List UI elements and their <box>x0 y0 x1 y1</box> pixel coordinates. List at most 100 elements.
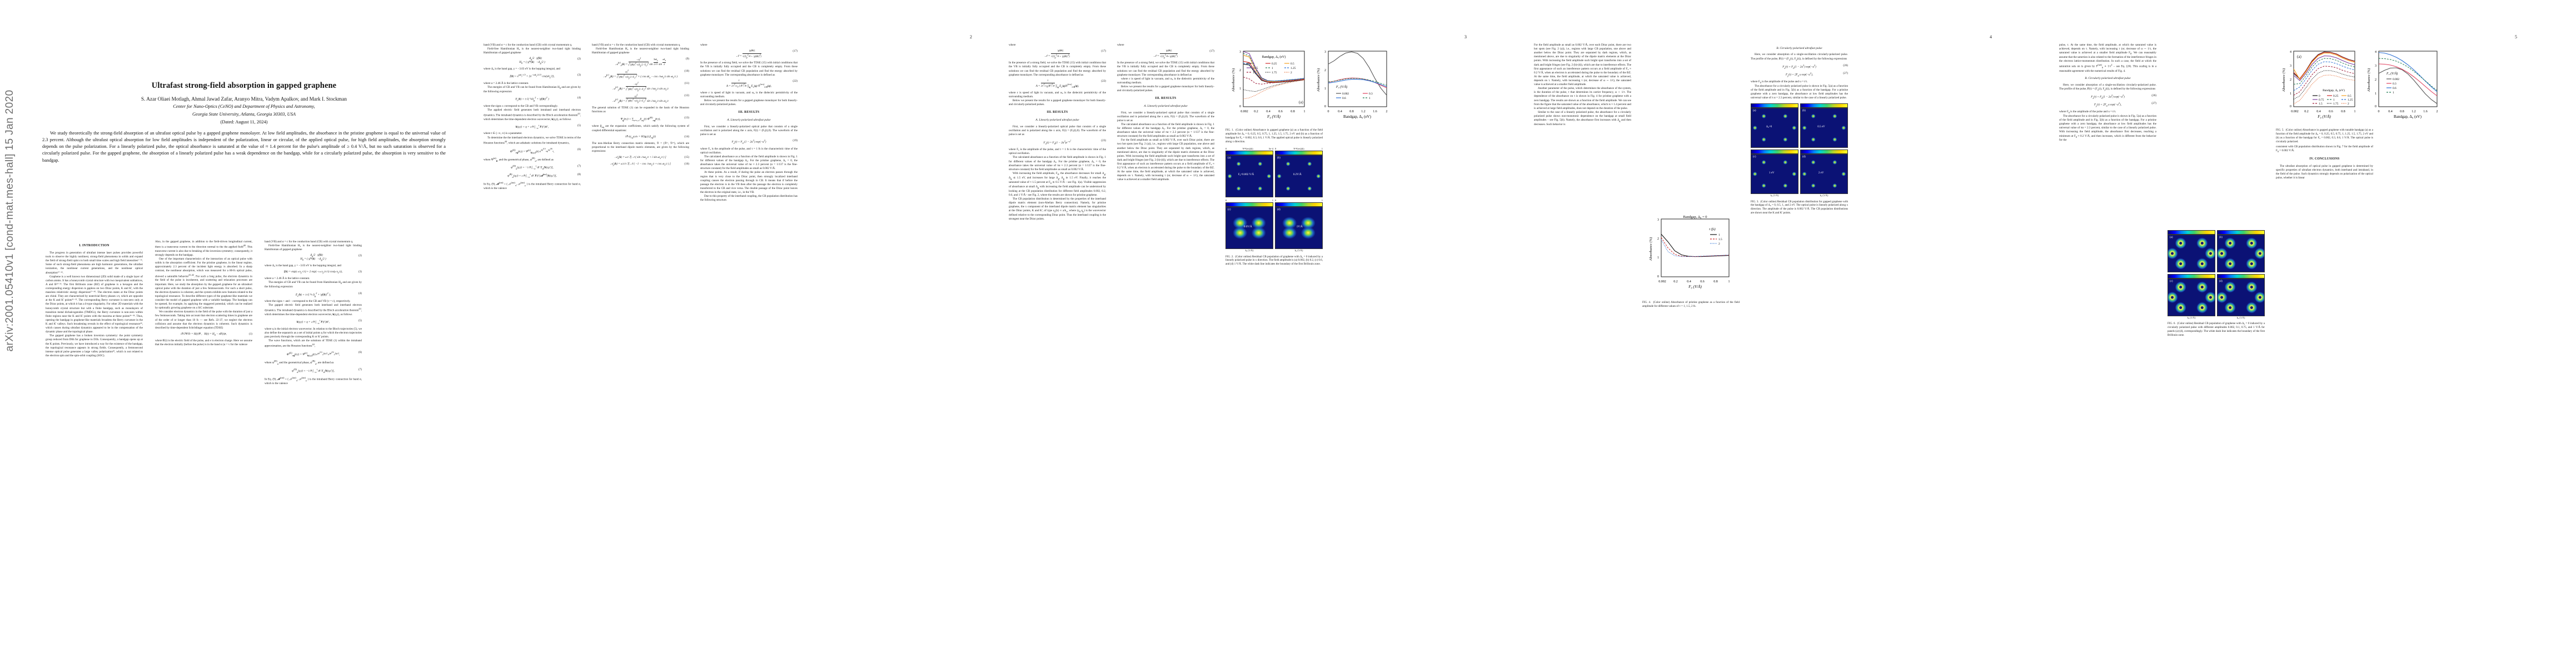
eq-num-10: (10) <box>684 69 689 73</box>
figure-2-caption-text: (Color online) Residual CB population of… <box>1225 255 1323 266</box>
series-1.75 <box>1243 79 1305 92</box>
fig5b-ytick-1: 1 <box>2375 92 2376 96</box>
p3c2-t5: First, we consider a linearly-polarized … <box>1117 111 1214 122</box>
fig2b-cbar-symbol: Nᶜᴮ(res)(k) <box>1293 147 1304 150</box>
equation-10: 𝒜(c)x(k) = aγ2 γ2|f(k)|2+(Δg/2+Ec)2 × ( c… <box>604 69 689 79</box>
figure-3-caption-text: (Color online) Residual CB population di… <box>1751 200 1848 215</box>
page4-column-3: B. Circularly polarized ultrafast pulse … <box>1751 43 1848 655</box>
p2c3-t9: Due to this property of the interband co… <box>700 195 798 202</box>
legend-label-0.5: 0.5 <box>1291 62 1294 66</box>
page-number-2: 2 <box>970 34 972 39</box>
series-1.75 <box>2293 70 2355 99</box>
fig1a-ytick-2: 2 <box>1239 69 1241 72</box>
figure-1-label: FIG. 1. <box>1225 128 1234 132</box>
equation-15: 𝒜x(k) = a/2 ℐ[ 𝒩 ( sin √3aky/2 + i sin a… <box>615 156 689 160</box>
figure-4: 3 2 1 0 Absorbance (%) 0.002 0.2 0.4 0.6… <box>1642 213 1740 308</box>
p3c1-t9: The CB population distribution is determ… <box>1009 197 1106 221</box>
fig5b-xlabel: Bandgap, Δ₉ (eV) <box>2394 115 2422 119</box>
fig1-panel-b: 3 2 1 0 Absorbance (%) 0 0.4 0.8 1.2 1.6… <box>1317 51 1388 119</box>
fig3d-colorbar <box>1800 150 1848 155</box>
p2c1-t10: where Ψ(α)k, and the geometrical phase, … <box>484 156 554 162</box>
legend-label-2: 2 <box>1291 71 1292 74</box>
subsection-heading-circular-2: B. Circularly polarized ultrafast pulse <box>2085 77 2131 81</box>
eq-num-26: (26) <box>1843 63 1848 67</box>
page4-column-2: 3 2 1 0 Absorbance (%) 0.002 0.2 0.4 0.6… <box>1642 43 1740 655</box>
eq-num-14: (14) <box>684 135 689 138</box>
fig3d-panel-id: (d) <box>1802 156 1806 159</box>
fig5b-ytick-4: 4 <box>2375 51 2376 54</box>
eq-num-23: (17) <box>1209 49 1214 53</box>
p3-text-1: band (VB) and α = c for the conduction b… <box>265 240 353 243</box>
intro-paragraph-3: The gapped graphene has a broken inversi… <box>46 334 143 357</box>
fig2a-field-label: F₀=0.002 V/Å <box>1238 173 1254 177</box>
eq-num-8: (8) <box>577 172 581 176</box>
fig5b-xtick-0: 0 <box>2378 110 2380 113</box>
fig1b-ytick-0: 0 <box>1324 105 1326 108</box>
series-0.002 <box>2378 67 2438 104</box>
fig2d-xlabel: kₓ (1/Å) <box>1294 249 1303 252</box>
equation-22: Fx(t) = F0(1 − 2u2)e−u2 (23) <box>1043 139 1106 146</box>
p5c3-t1: consistent with CB population distributi… <box>2276 145 2373 153</box>
fig1a-legend-title: Bandgap, Δ₉ (eV) <box>1262 55 1286 59</box>
fig3b-colorbar <box>1800 103 1848 108</box>
legend-label-0.25: 0.25 <box>1272 62 1277 66</box>
fig6d-panel-id: (d) <box>2219 280 2223 283</box>
figure-6-grid: (a) (b) (c) kₓ (1/Å) <box>2168 230 2265 320</box>
fig6b-heatmap: (b) <box>2217 235 2265 272</box>
figure-3-grid: (a) Δ₉=0 (b) 0.5 eV (c <box>1751 103 1848 197</box>
equation-4: Ec(k) = ±√( ¼ Δg2 + |γf(k)|2 ), (4) <box>296 291 362 297</box>
fig6-panel-a: (a) <box>2168 230 2215 272</box>
page1-column-2: Also, in the gapped graphene, in additio… <box>155 240 252 651</box>
fig2c-heatmap: (c) 0.6V/Å <box>1225 207 1273 250</box>
equation-27b: Fy(t) = 2F0 u exp(−u2), (27) <box>2094 102 2156 108</box>
fig5b-xtick-5: 2 <box>2437 110 2438 113</box>
equation-7: φ(D)α(q,t) = −1/ℏ ∫−∞t dt′ Eα[k(q,t′)], … <box>292 368 362 374</box>
figure-2-grid: 0 Nᶜᴮ(res)(k) 5e-4 (a) F₀=0.002 V/Å 0 Nᶜᴮ(r… <box>1225 147 1323 253</box>
figure-6-caption-text: (Color online) Residual CB population of… <box>2168 322 2265 337</box>
fig1b-xtick-3: 1.2 <box>1361 110 1366 113</box>
p3c1-t3: where ε is speed of light in vacuum, and… <box>1009 91 1106 98</box>
fig2c-panel-id: (c) <box>1228 208 1231 212</box>
p2c3-t2: In the presence of a strong field, we so… <box>700 61 798 77</box>
series-1.5 <box>1243 77 1305 84</box>
equation-2b: H0 = ( Δg/2 γf(k) γf*(k) −Δg/2 ) (2) <box>519 57 581 65</box>
fig2a-cbar-symbol: Nᶜᴮ(res)(k) <box>1242 147 1253 150</box>
fig3d-heatmap: (d) 2 eV <box>1800 154 1848 195</box>
fig6b-colorbar <box>2217 230 2265 235</box>
page-number-3: 3 <box>1464 34 1467 39</box>
fig1-panel-a: (a) 3 2 1 0 Absorbance (%) 0.002 0.2 0.4… <box>1232 51 1306 119</box>
arxiv-stamp: arXiv:2001.05410v1 [cond-mat.mes-hall] 1… <box>4 89 16 352</box>
p2c2-t3: The general solution of TDSE (1) can be … <box>592 106 689 113</box>
figure-2: 0 Nᶜᴮ(res)(k) 5e-4 (a) F₀=0.002 V/Å 0 Nᶜᴮ(r… <box>1225 147 1323 267</box>
fig2d-field-label: 1V/Å <box>1296 225 1303 228</box>
fig1a-xtick-4: 0.8 <box>1291 110 1295 113</box>
fig5b-xtick-4: 1.6 <box>2423 110 2428 113</box>
fig3c-xlabel: kₓ (1/Å) <box>1770 194 1779 197</box>
fig5-panel-a: (a) 4 3 2 1 0 Absorbance (%) 0.002 0.2 0… <box>2282 51 2356 119</box>
fig6a-panel-id: (a) <box>2170 236 2173 239</box>
p4c1-t1: For the field amplitude as small as 0.00… <box>1534 43 1631 87</box>
eq-num-20: (17) <box>1101 49 1106 53</box>
fig5a-legend-title: Bandgap, Δ₉ (eV) <box>2323 88 2345 92</box>
series-1.25 <box>2293 61 2355 91</box>
legend-label-0: 0 <box>1253 62 1254 66</box>
fig1b-legend-title: F₀ (V/Å) <box>1336 84 1347 89</box>
fig2c-cbar-min: 0 <box>1225 198 1227 202</box>
eq-num-7c: (7) <box>577 165 581 168</box>
series-2 <box>1243 79 1305 99</box>
page-number-5: 5 <box>2515 34 2517 39</box>
fig5b-ylabel: Absorbance (%) <box>2367 68 2371 92</box>
fig2b-heatmap: (b) 0.2V/Å <box>1275 155 1323 197</box>
p2c2-t5: The non-Abelian Berry connection matrix … <box>592 141 689 153</box>
p3-text-10: where φ(D)α and the geometrical phase, φ… <box>265 360 334 366</box>
p3c1-t8: With increasing the field amplitude, F0,… <box>1009 171 1107 197</box>
fig6a-heatmap: (a) <box>2168 235 2215 272</box>
p2-text-2: One of the important characteristics of … <box>155 257 253 310</box>
page5-column-2: (a) (b) (c) kₓ (1/Å) <box>2168 43 2265 655</box>
figure-5: (a) 4 3 2 1 0 Absorbance (%) 0.002 0.2 0… <box>2276 47 2438 144</box>
page5-column-1: pulse, τ. At the same time, the field am… <box>2059 43 2156 655</box>
fig1a-ytick-1: 1 <box>1239 87 1241 91</box>
equation-14: iℏ ∂βcq(t)/∂t = H′(q,t) βvq(t) (14) <box>625 135 689 139</box>
fig1b-xtick-4: 1.6 <box>1373 110 1377 113</box>
fig2b-cbar-min: 0 <box>1275 147 1277 150</box>
